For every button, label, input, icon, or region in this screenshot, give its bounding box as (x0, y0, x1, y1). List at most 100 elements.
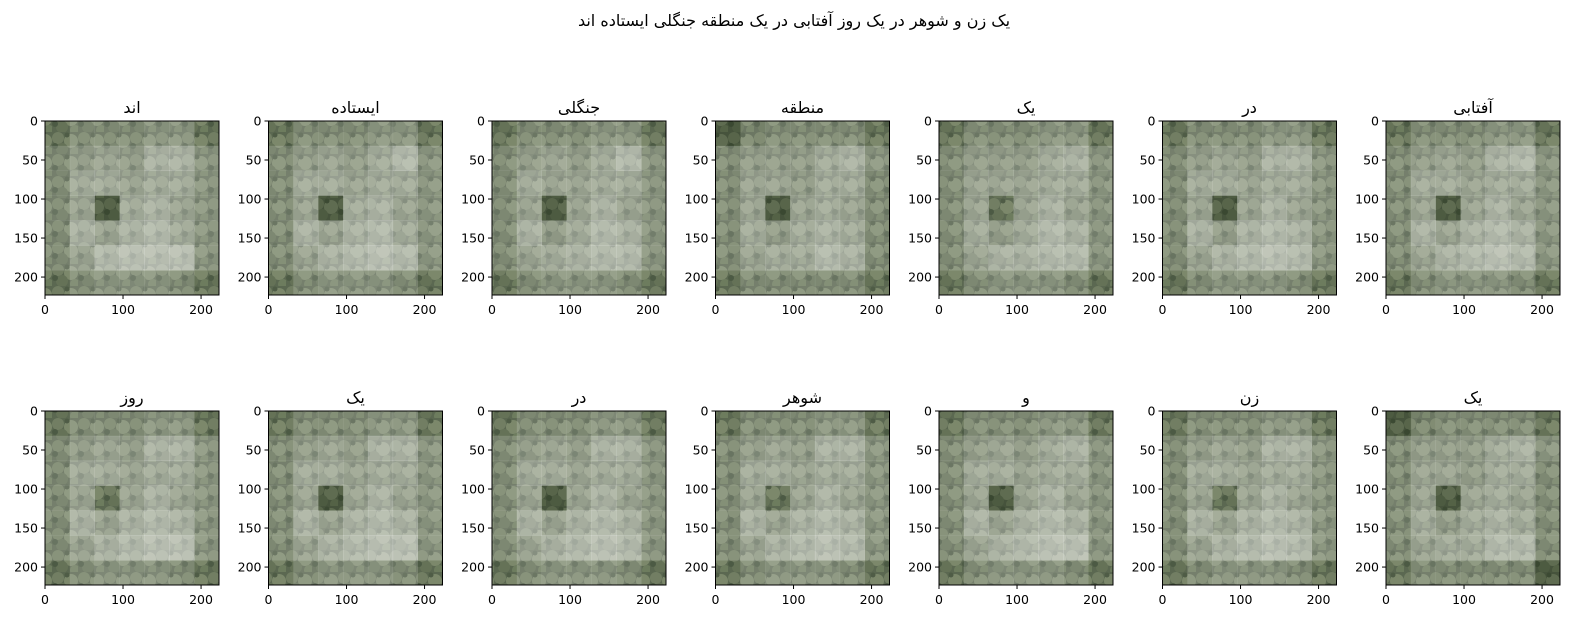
panel: آفتابی0 100 200050100150200 (1355, 98, 1560, 317)
y-tick-label: 50 (469, 153, 485, 168)
y-tick-label: 0 (477, 114, 485, 129)
attention-cell (641, 411, 666, 436)
attention-cell (45, 121, 70, 146)
attention-cell (815, 486, 840, 511)
attention-cell (343, 436, 368, 461)
attention-cell (169, 171, 194, 196)
x-tick-label: 200 (636, 302, 660, 317)
attention-cell (964, 411, 989, 436)
attention-cell (1088, 436, 1113, 461)
attention-cell (740, 560, 765, 585)
panel: یک0 100 200050100150200 (908, 98, 1113, 317)
attention-cell (393, 171, 418, 196)
attention-cell (269, 121, 294, 146)
attention-cell (939, 146, 964, 171)
attention-cell (1262, 510, 1287, 535)
attention-cell (1163, 510, 1188, 535)
attention-cell (1038, 411, 1063, 436)
attention-cell (939, 535, 964, 560)
attention-cell (45, 560, 70, 585)
attention-cell (740, 535, 765, 560)
attention-cell (1038, 436, 1063, 461)
attention-cell (542, 196, 567, 221)
attention-cell (567, 196, 592, 221)
attention-cell (1436, 220, 1461, 245)
attention-cell (964, 461, 989, 486)
attention-cell (1386, 486, 1411, 511)
attention-cell (95, 411, 120, 436)
attention-cell (1262, 560, 1287, 585)
attention-cell (1312, 196, 1337, 221)
attention-cell (840, 510, 865, 535)
attention-cell (1535, 171, 1560, 196)
y-tick-label: 50 (1140, 153, 1156, 168)
attention-cell (45, 146, 70, 171)
attention-cell (865, 486, 890, 511)
attention-cell (641, 510, 666, 535)
x-tick-label: 200 (860, 302, 884, 317)
y-tick-label: 100 (685, 482, 709, 497)
attention-cell (840, 411, 865, 436)
attention-cell (740, 146, 765, 171)
attention-cell (517, 146, 542, 171)
attention-cell (169, 220, 194, 245)
attention-cell (1063, 146, 1088, 171)
attention-cell (269, 461, 294, 486)
y-tick-label: 50 (693, 443, 709, 458)
attention-cell (343, 461, 368, 486)
attention-cell (517, 121, 542, 146)
attention-cell (815, 196, 840, 221)
attention-cell (1535, 270, 1560, 295)
attention-cell (293, 220, 318, 245)
attention-cell (1436, 411, 1461, 436)
attention-cell (343, 560, 368, 585)
attention-cell (194, 171, 219, 196)
attention-cell (169, 121, 194, 146)
attention-cell (740, 461, 765, 486)
attention-cell (393, 270, 418, 295)
attention-cell (790, 196, 815, 221)
attention-cell (790, 121, 815, 146)
y-tick-label: 200 (1355, 560, 1379, 575)
attention-cell (418, 196, 443, 221)
attention-cell (120, 171, 145, 196)
attention-cell (815, 245, 840, 270)
y-tick-label: 200 (14, 270, 38, 285)
y-tick-label: 150 (238, 521, 262, 536)
y-tick-label: 150 (461, 521, 485, 536)
x-tick-label: 200 (860, 592, 884, 607)
attention-cell (1262, 245, 1287, 270)
attention-cell (1312, 121, 1337, 146)
panel-title: شوهر (782, 388, 822, 408)
x-tick-label: 100 (1005, 592, 1029, 607)
attention-cell (815, 510, 840, 535)
x-tick-label: 200 (636, 592, 660, 607)
attention-cell (45, 436, 70, 461)
attention-cell (1485, 270, 1510, 295)
attention-cell (1386, 411, 1411, 436)
y-tick-label: 150 (685, 521, 709, 536)
attention-cell (1510, 560, 1535, 585)
attention-cell (1237, 245, 1262, 270)
attention-cell (144, 560, 169, 585)
y-tick-label: 200 (461, 560, 485, 575)
attention-cell (45, 486, 70, 511)
x-tick-label: 100 (1229, 302, 1253, 317)
attention-cell (1187, 220, 1212, 245)
x-tick-label: 200 (1530, 302, 1554, 317)
attention-cell (964, 171, 989, 196)
attention-cell (1287, 461, 1312, 486)
attention-cell (1038, 510, 1063, 535)
attention-cell (70, 535, 95, 560)
attention-cell (343, 146, 368, 171)
attention-cell (1212, 560, 1237, 585)
attention-cell (144, 411, 169, 436)
attention-cell (815, 220, 840, 245)
attention-cell (318, 560, 343, 585)
attention-cell (1262, 220, 1287, 245)
attention-cell (368, 535, 393, 560)
attention-cell (641, 461, 666, 486)
attention-cell (1187, 146, 1212, 171)
attention-cell (1386, 171, 1411, 196)
attention-cell (120, 220, 145, 245)
